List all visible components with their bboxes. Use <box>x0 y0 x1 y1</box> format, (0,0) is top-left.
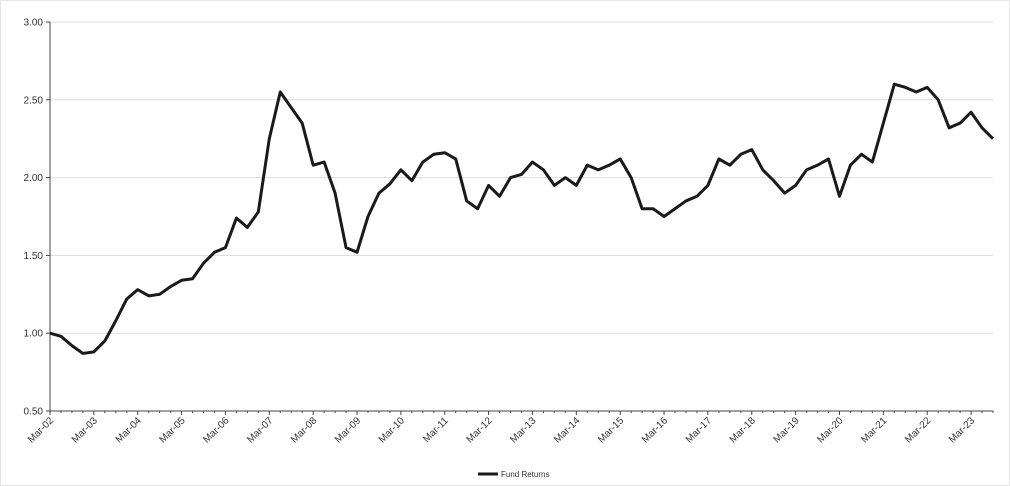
y-tick-label: 0.50 <box>24 407 44 418</box>
y-tick-label: 2.00 <box>24 173 44 184</box>
y-tick-label: 3.00 <box>24 18 44 29</box>
y-tick-label: 1.50 <box>24 251 44 262</box>
line <box>49 82 995 355</box>
legend-label: Fund Returns <box>501 470 549 479</box>
y-tick-label: 1.00 <box>24 329 44 340</box>
y-tick-label: 2.50 <box>24 95 44 106</box>
